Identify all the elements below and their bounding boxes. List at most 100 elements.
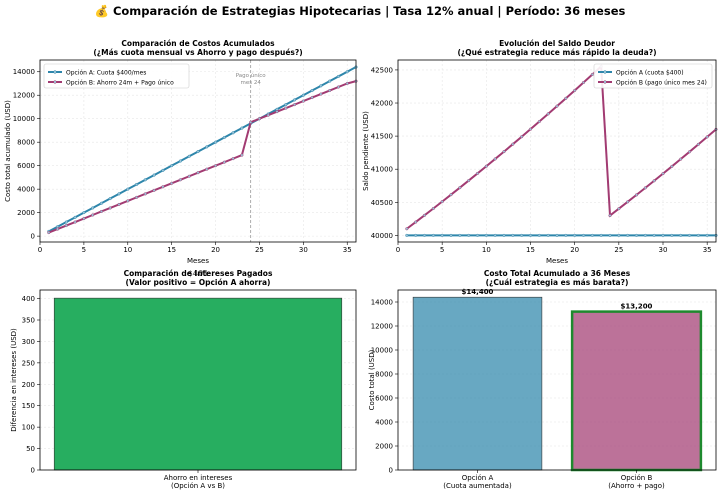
- panel2-series-1-point: [520, 233, 524, 237]
- panel4-value-label-2: $13,200: [621, 303, 653, 311]
- panel2-series-2-point: [555, 104, 559, 108]
- panel3-ytick-label: 350: [22, 317, 35, 325]
- panel3-xtick-label-1-line-1: Ahorro en intereses: [164, 474, 233, 482]
- panel2-series-1-point: [511, 233, 515, 237]
- panel2-series-1-point: [537, 233, 541, 237]
- panel1-series-1-point: [222, 135, 226, 140]
- panel1-series-2-point: [249, 120, 253, 124]
- panel2-series-1-point: [405, 233, 409, 237]
- panel3-ytick-label: 250: [22, 359, 35, 367]
- panel2-series-1-point: [528, 233, 533, 237]
- panel1-series-1-point: [196, 150, 200, 154]
- panel1-series-1-point: [293, 98, 297, 102]
- panel1-series-2-point: [117, 202, 121, 206]
- panel2-series-1-point: [564, 233, 568, 237]
- panel2-series-1-point: [679, 233, 683, 237]
- panel1-series-2-point: [143, 192, 147, 196]
- panel1-series-1-point: [240, 126, 244, 130]
- panel2-series-1-point: [599, 233, 603, 237]
- panel2-series-2-point: [546, 112, 550, 116]
- panel1-series-2-point: [161, 185, 165, 189]
- panel1-series-2-point: [214, 164, 218, 168]
- panel2-series-1-point: [546, 233, 550, 237]
- panel2-series-2-point: [626, 200, 630, 204]
- panel2-legend-marker-1: [603, 70, 607, 74]
- panel2-legend-label-2: Opción B (pago único mes 24): [616, 79, 707, 86]
- panel4-xtick-label-2-line-1: Opción B: [621, 474, 653, 482]
- panel2-series-1-point: [652, 233, 656, 237]
- panel2-series-2-point: [687, 150, 692, 154]
- panel1-series-2-point: [91, 213, 95, 217]
- panel1-series-2-point: [187, 174, 191, 178]
- panel1-xtick-label: 35: [343, 246, 352, 254]
- panel2-series-1-point: [687, 233, 692, 237]
- panel1-legend-label-2: Opción B: Ahorro 24m + Pago único: [66, 79, 174, 86]
- panel1-series-1-point: [108, 197, 112, 201]
- panel1-series-1-point: [205, 145, 209, 149]
- panel1-series-1-point: [64, 220, 68, 224]
- panel1-series-2-point: [178, 178, 182, 182]
- panel1-legend-marker-2: [53, 80, 57, 84]
- panel4-ytick-label: 2000: [375, 443, 393, 451]
- panel3-bar-value-label: $401: [188, 269, 209, 278]
- panel2-series-1-point: [696, 233, 700, 237]
- panel1-series-2-line: [48, 80, 357, 234]
- panel1-series-2-point: [275, 110, 279, 114]
- panel1-legend-box: [43, 63, 190, 89]
- panel1-ytick-label: 0: [31, 233, 35, 241]
- panel1-xtick-label: 25: [255, 246, 264, 254]
- panel1-title-line-2: (¿Más cuota mensual vs Ahorro y pago des…: [93, 48, 302, 57]
- panel1-legend-marker-1: [53, 70, 57, 74]
- panel1-series-2-point: [126, 199, 130, 203]
- panel3-ytick-label: 100: [22, 424, 35, 432]
- panel2-series-2-point: [590, 72, 594, 77]
- panel2-series-1-point: [617, 233, 621, 237]
- panel1-series-2-point: [284, 106, 288, 110]
- panel4-ytick-label: 0: [389, 467, 393, 475]
- panel1-series-2-point: [328, 88, 332, 93]
- panel1-series-1-point: [135, 182, 139, 187]
- panel2-series-1-point: [440, 233, 444, 237]
- panel1-xtick-label: 15: [167, 246, 176, 254]
- panel1-legend-label-1: Opción A: Cuota $400/mes: [66, 69, 146, 76]
- panel1-series-1-point: [328, 79, 332, 83]
- panel1-series-2-point: [108, 206, 112, 210]
- panel4-title-line-1: Costo Total Acumulado a 36 Meses: [484, 269, 631, 278]
- panel2-series-1-point: [661, 233, 665, 237]
- panel2-series-1-point: [414, 233, 418, 237]
- panel2-series-2-point: [564, 96, 568, 100]
- panel2-series-1-point: [634, 233, 639, 237]
- panel4-title-line-2: (¿Cuál estrategia es más barata?): [486, 278, 629, 287]
- panel1-frame: [39, 59, 357, 243]
- panel1-series-1-point: [91, 206, 95, 210]
- panel1-series-1-point: [301, 93, 305, 97]
- panel1-series-1-point: [170, 164, 174, 168]
- panel2-series-2-point: [608, 213, 612, 218]
- panel1-series-1-point: [178, 159, 182, 163]
- panel2-title-line-2: (¿Qué estrategia reduce más rápido la de…: [457, 48, 656, 57]
- panel1-series-2-point: [196, 171, 200, 175]
- panel1-series-1-point: [319, 84, 323, 88]
- panel2-series-1-point: [670, 233, 674, 237]
- panel2-series-1-point: [643, 233, 647, 237]
- panel2-series-2-point: [581, 80, 586, 85]
- panel2-ytick-label: 42000: [371, 100, 393, 108]
- panel3-ytick-label: 150: [22, 402, 35, 410]
- panel1-series-1-line: [48, 66, 357, 233]
- panel3-title-line-1: Comparación de Intereses Pagados: [124, 269, 273, 278]
- panel3-ytick-label: 0: [31, 467, 35, 475]
- panel2-ytick-label: 42500: [371, 66, 393, 74]
- panel2-series-2-point: [475, 171, 480, 175]
- panel2-series-2-point: [484, 164, 488, 168]
- panel3-ytick-label: 50: [26, 445, 35, 453]
- figure-title: 💰 Comparación de Estrategias Hipotecaria…: [94, 4, 626, 18]
- panel2-series-2-point: [537, 119, 541, 124]
- panel2-series-2-point: [696, 142, 700, 146]
- panel2-legend-box: [593, 63, 713, 89]
- panel2-series-2-point: [511, 142, 515, 146]
- panel3-xtick-label-1-line-2: (Opción A vs B): [171, 482, 225, 490]
- panel1-series-2-point: [266, 113, 270, 117]
- panel2-series-1-point: [449, 233, 453, 237]
- panel2-series-1-point: [626, 233, 630, 237]
- panel1-series-2-point: [293, 103, 297, 107]
